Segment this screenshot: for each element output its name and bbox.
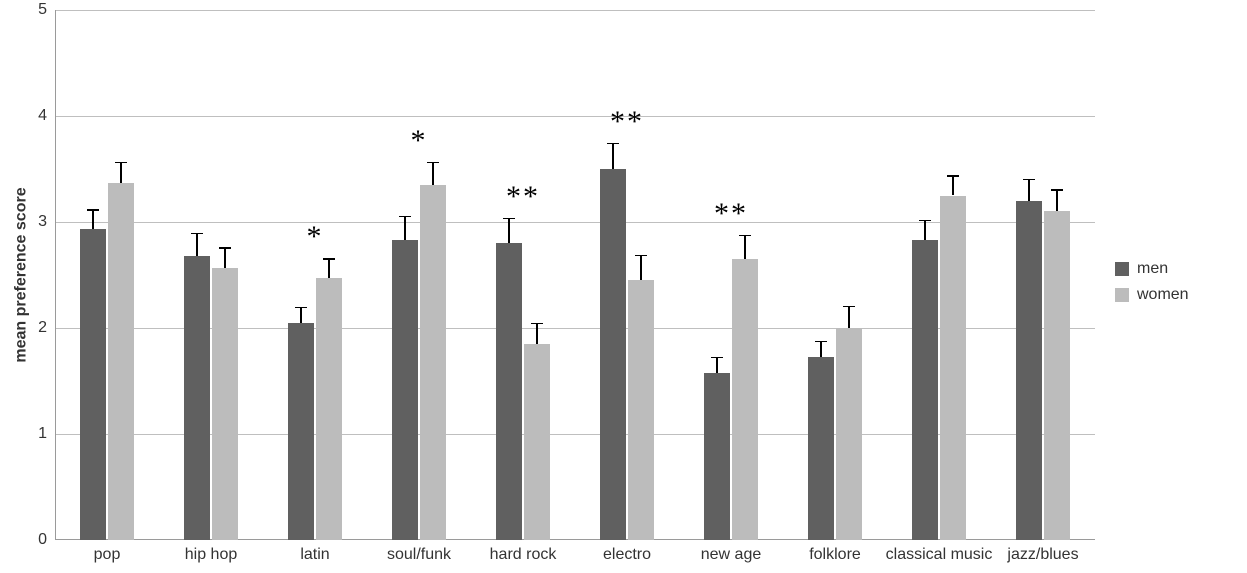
significance-marker: ** <box>506 180 540 214</box>
error-cap <box>219 247 231 249</box>
x-tick-label: hard rock <box>490 540 557 564</box>
error-bar <box>744 235 746 259</box>
error-cap <box>843 306 855 308</box>
bar-women <box>420 185 446 540</box>
significance-marker: ** <box>714 197 748 231</box>
y-axis-line <box>55 10 56 540</box>
gridline <box>55 10 1095 11</box>
error-cap <box>1023 179 1035 181</box>
error-cap <box>399 216 411 218</box>
bar-women <box>940 196 966 541</box>
legend: men women <box>1115 260 1189 312</box>
error-bar <box>612 143 614 170</box>
bar-men <box>704 373 730 540</box>
significance-marker: * <box>411 124 428 158</box>
gridline <box>55 328 1095 329</box>
error-cap <box>531 323 543 325</box>
error-bar <box>848 306 850 328</box>
bar-men <box>288 323 314 540</box>
error-bar <box>640 255 642 280</box>
significance-marker: ** <box>610 105 644 139</box>
error-cap <box>191 233 203 235</box>
error-bar <box>300 307 302 323</box>
error-bar <box>404 216 406 240</box>
bar-women <box>628 280 654 540</box>
x-tick-label: electro <box>603 540 651 564</box>
y-tick-label: 0 <box>38 531 55 549</box>
error-cap <box>323 258 335 260</box>
error-bar <box>508 218 510 243</box>
error-bar <box>120 162 122 183</box>
error-bar <box>224 247 226 267</box>
legend-label: men <box>1137 260 1168 278</box>
bar-women <box>1044 211 1070 540</box>
legend-item-men: men <box>1115 260 1189 278</box>
error-cap <box>503 218 515 220</box>
error-cap <box>427 162 439 164</box>
x-tick-label: pop <box>94 540 121 564</box>
error-bar <box>196 233 198 256</box>
error-cap <box>947 175 959 177</box>
significance-marker: * <box>307 220 324 254</box>
x-tick-label: latin <box>300 540 329 564</box>
error-bar <box>536 323 538 344</box>
error-cap <box>87 209 99 211</box>
y-tick-label: 5 <box>38 1 55 19</box>
x-tick-label: folklore <box>809 540 861 564</box>
error-bar <box>952 175 954 195</box>
gridline <box>55 222 1095 223</box>
error-cap <box>635 255 647 257</box>
error-bar <box>92 209 94 229</box>
bar-men <box>80 229 106 540</box>
legend-swatch <box>1115 288 1129 302</box>
bar-men <box>600 169 626 540</box>
x-tick-label: new age <box>701 540 762 564</box>
error-cap <box>711 357 723 359</box>
error-cap <box>295 307 307 309</box>
error-cap <box>1051 189 1063 191</box>
y-axis-label: mean preference score <box>13 187 31 362</box>
bar-women <box>108 183 134 540</box>
error-bar <box>716 357 718 373</box>
chart-container: 0 1 2 3 4 5 pop hip hop latin soul/funk hard rock e… <box>0 0 1247 573</box>
error-cap <box>739 235 751 237</box>
y-tick-label: 1 <box>38 425 55 443</box>
legend-label: women <box>1137 286 1189 304</box>
error-cap <box>607 143 619 145</box>
bar-women <box>524 344 550 540</box>
bar-men <box>496 243 522 540</box>
bar-men <box>184 256 210 540</box>
bar-women <box>212 268 238 540</box>
error-bar <box>1028 179 1030 201</box>
y-tick-label: 2 <box>38 319 55 337</box>
error-bar <box>1056 189 1058 211</box>
error-cap <box>815 341 827 343</box>
gridline <box>55 116 1095 117</box>
bar-men <box>808 357 834 540</box>
error-bar <box>328 258 330 278</box>
legend-swatch <box>1115 262 1129 276</box>
error-bar <box>820 341 822 357</box>
bar-men <box>1016 201 1042 540</box>
y-tick-label: 3 <box>38 213 55 231</box>
x-tick-label: hip hop <box>185 540 238 564</box>
bar-women <box>836 328 862 540</box>
bar-men <box>392 240 418 540</box>
legend-item-women: women <box>1115 286 1189 304</box>
x-tick-label: jazz/blues <box>1007 540 1078 564</box>
gridline <box>55 434 1095 435</box>
error-cap <box>919 220 931 222</box>
bar-women <box>732 259 758 540</box>
x-tick-label: classical music <box>886 540 993 564</box>
plot-area: 012345pophip hoplatinsoul/funkhard rocke… <box>55 10 1095 540</box>
error-bar <box>924 220 926 240</box>
x-tick-label: soul/funk <box>387 540 451 564</box>
bar-men <box>912 240 938 540</box>
error-cap <box>115 162 127 164</box>
bar-women <box>316 278 342 540</box>
error-bar <box>432 162 434 185</box>
y-tick-label: 4 <box>38 107 55 125</box>
